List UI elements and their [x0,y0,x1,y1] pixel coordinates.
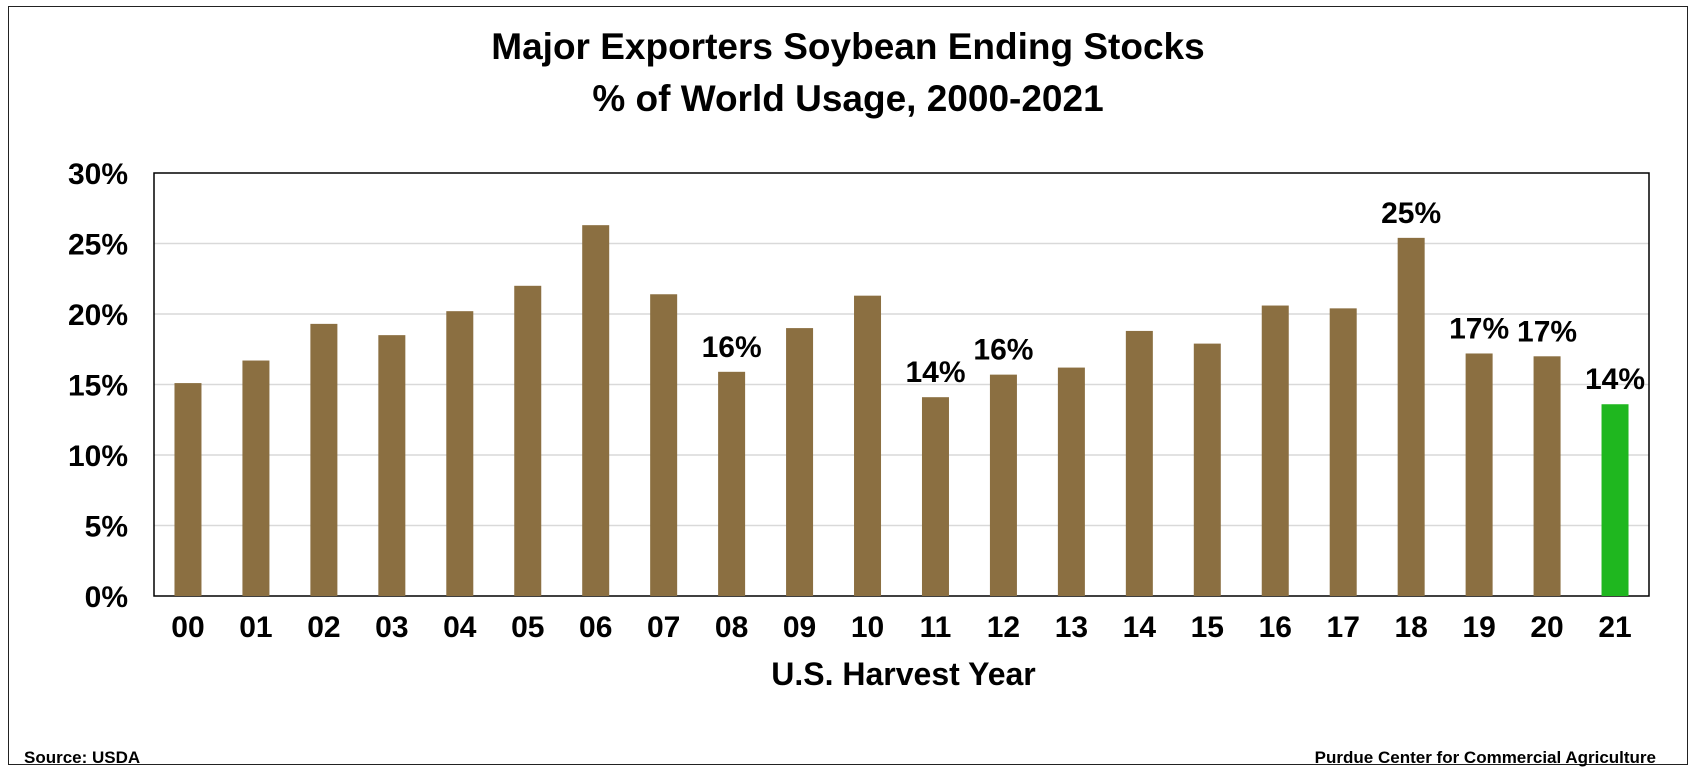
x-tick-label: 00 [171,611,204,644]
bar [854,295,882,596]
x-axis-title: U.S. Harvest Year [771,656,1035,692]
bar [174,383,202,596]
bar [242,360,270,596]
bar [989,374,1017,596]
bar [650,294,678,596]
x-tick-label: 18 [1394,611,1427,644]
data-label: 14% [905,356,965,389]
x-tick-label: 08 [715,611,748,644]
bar [1397,237,1425,597]
x-tick-label: 20 [1530,611,1563,644]
x-tick-label: 11 [920,611,952,644]
bar [514,285,542,596]
y-tick-label: 15% [68,370,128,403]
x-tick-label: 09 [783,611,816,644]
data-label: 14% [1585,363,1645,396]
bar [582,225,610,597]
credit-note: Purdue Center for Commercial Agriculture [1314,748,1656,767]
data-label: 17% [1517,315,1577,348]
bar [1533,356,1561,596]
x-tick-label: 17 [1327,611,1360,644]
data-label: 16% [973,334,1033,367]
y-tick-label: 25% [68,229,128,262]
x-tick-label: 16 [1259,611,1292,644]
x-tick-label: 07 [647,611,680,644]
bar [1261,305,1289,596]
y-tick-label: 20% [68,299,128,332]
x-tick-label: 19 [1462,611,1495,644]
bar [1057,367,1085,596]
bar [786,328,814,596]
bar [1193,343,1221,596]
x-tick-label: 12 [987,611,1020,644]
x-tick-label: 01 [239,611,272,644]
chart-title: Major Exporters Soybean Ending Stocks [491,26,1205,67]
x-tick-label: 03 [375,611,408,644]
bar [310,323,338,596]
plot-area-border [153,172,1650,597]
y-tick-label: 30% [68,158,128,191]
x-tick-label: 04 [443,611,477,644]
y-tick-label: 10% [68,440,128,473]
bar [921,397,949,596]
x-tick-label: 15 [1191,611,1224,644]
x-tick-label: 10 [851,611,884,644]
x-tick-label: 02 [307,611,340,644]
data-label: 25% [1381,197,1441,230]
x-tick-label: 14 [1123,611,1157,644]
data-label: 16% [702,331,762,364]
x-tick-label: 21 [1598,611,1631,644]
bar [446,311,474,596]
bar [718,371,746,596]
bar [1601,404,1629,596]
y-tick-label: 0% [85,581,128,614]
bar [1329,308,1357,596]
x-tick-label: 06 [579,611,612,644]
y-tick-label: 5% [85,511,128,544]
x-tick-label: 13 [1055,611,1088,644]
source-note: Source: USDA [24,748,141,767]
bar [378,335,406,596]
bar [1125,330,1153,596]
data-label: 17% [1449,312,1509,345]
bar [1465,353,1493,596]
x-tick-label: 05 [511,611,544,644]
chart-subtitle: % of World Usage, 2000-2021 [592,78,1104,119]
